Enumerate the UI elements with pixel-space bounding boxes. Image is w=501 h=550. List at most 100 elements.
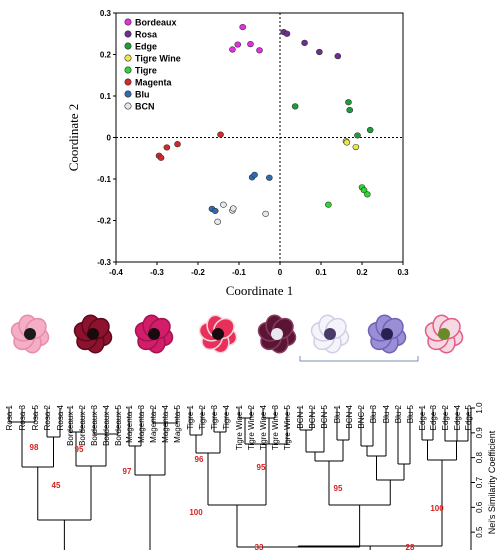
legend-marker bbox=[124, 18, 132, 26]
y-tick-label: 0.2 bbox=[100, 51, 112, 60]
legend-label: Rosa bbox=[135, 30, 158, 40]
data-point bbox=[217, 131, 224, 138]
bootstrap-label: 33 bbox=[255, 543, 264, 550]
data-point bbox=[214, 218, 221, 225]
data-point bbox=[229, 205, 237, 212]
y-axis-label: Coordinate 2 bbox=[66, 104, 81, 172]
legend-marker bbox=[124, 42, 132, 50]
flower-center bbox=[87, 328, 99, 340]
x-tick-label: -0.2 bbox=[191, 268, 205, 277]
flower-center bbox=[324, 328, 336, 340]
data-point bbox=[251, 171, 258, 178]
data-point bbox=[283, 30, 291, 37]
edge-flower bbox=[424, 314, 464, 354]
x-axis-label: Coordinate 1 bbox=[226, 283, 294, 298]
data-point bbox=[157, 154, 165, 161]
legend-label: BCN bbox=[135, 102, 155, 112]
scale-tick-label: 0.9 bbox=[475, 427, 484, 439]
legend-marker bbox=[124, 90, 132, 98]
x-tick-label: 0.2 bbox=[356, 268, 368, 277]
bootstrap-label: 96 bbox=[195, 455, 204, 464]
x-tick-label: 0.1 bbox=[315, 268, 327, 277]
legend-label: Blu bbox=[135, 90, 150, 100]
y-tick-label: -0.3 bbox=[97, 258, 111, 267]
data-point bbox=[325, 201, 332, 208]
legend-label: Tigre Wine bbox=[135, 54, 181, 64]
leaf-label: Magenta 5 bbox=[173, 404, 182, 442]
legend-marker bbox=[124, 66, 132, 74]
leaf-label: Tigre Wine 3 bbox=[271, 404, 280, 450]
bcn-flower bbox=[310, 314, 350, 354]
tigre-flower bbox=[198, 314, 238, 354]
scale-tick-label: 0.5 bbox=[475, 526, 484, 538]
data-point bbox=[239, 24, 246, 31]
bootstrap-label: 100 bbox=[430, 504, 444, 513]
x-tick-label: 0.3 bbox=[397, 268, 409, 277]
y-tick-label: -0.1 bbox=[97, 175, 111, 184]
data-point bbox=[163, 144, 171, 151]
data-point bbox=[291, 103, 299, 110]
blu-flower bbox=[367, 314, 407, 354]
flower-center bbox=[271, 328, 283, 340]
leaf-label: Tigre Wine 1 bbox=[235, 404, 244, 450]
data-point bbox=[247, 41, 254, 48]
x-tick-label: 0 bbox=[278, 268, 283, 277]
bootstrap-label: 98 bbox=[30, 443, 39, 452]
y-tick-label: 0.1 bbox=[100, 92, 112, 101]
flower-center bbox=[381, 328, 393, 340]
scale-tick-label: 1.0 bbox=[475, 402, 484, 414]
data-point bbox=[345, 99, 352, 106]
legend-marker bbox=[124, 102, 132, 110]
data-point bbox=[343, 139, 351, 146]
leaf-label: Tigre Wine 4 bbox=[259, 404, 268, 450]
y-tick-label: 0.3 bbox=[100, 9, 112, 18]
legend-label: Edge bbox=[135, 42, 157, 52]
magenta-flower bbox=[134, 314, 174, 354]
legend-label: Tigre bbox=[135, 66, 157, 76]
data-point bbox=[229, 46, 236, 53]
data-point bbox=[266, 174, 273, 181]
rosa-flower bbox=[10, 314, 50, 354]
y-tick-label: 0 bbox=[107, 134, 112, 143]
data-point bbox=[211, 207, 219, 215]
pcoa-scatter-plot: -0.4 -0.3 -0.2 -0.1 0 0.1 0.2 0.3 0.3 0.2 0.1 0 -0.1… bbox=[66, 9, 409, 298]
leaf-label: Tigre Wine 2 bbox=[247, 404, 256, 450]
data-point bbox=[354, 132, 361, 139]
bootstrap-label: 28 bbox=[406, 543, 415, 550]
data-point bbox=[256, 47, 263, 54]
legend-marker bbox=[124, 78, 132, 86]
data-point bbox=[352, 143, 360, 151]
scale-tick-label: 0.6 bbox=[475, 501, 484, 513]
bordeaux-flower bbox=[73, 314, 113, 354]
bootstrap-label: 95 bbox=[334, 484, 343, 493]
bcn-blu-bracket bbox=[299, 356, 419, 362]
data-point bbox=[174, 141, 181, 148]
bootstrap-label: 95 bbox=[75, 445, 84, 454]
bootstrap-label: 95 bbox=[257, 463, 266, 472]
bootstrap-label: 100 bbox=[189, 508, 203, 517]
data-point bbox=[301, 39, 308, 46]
flower-center bbox=[212, 328, 224, 340]
y-tick-label: -0.2 bbox=[97, 217, 111, 226]
leaf-label: Magenta 2 bbox=[149, 404, 158, 442]
x-tick-label: -0.1 bbox=[232, 268, 246, 277]
flower-center bbox=[148, 328, 160, 340]
data-point bbox=[364, 191, 371, 198]
legend-label: Bordeaux bbox=[135, 18, 177, 28]
legend-marker bbox=[124, 54, 132, 62]
scale-tick-label: 0.8 bbox=[475, 452, 484, 464]
flower-center bbox=[24, 328, 36, 340]
scale-tick-label: 0.7 bbox=[475, 476, 484, 488]
bootstrap-label: 45 bbox=[52, 481, 61, 490]
data-point bbox=[316, 48, 323, 56]
data-point bbox=[262, 210, 269, 217]
data-point bbox=[366, 126, 374, 134]
legend-marker bbox=[124, 30, 132, 38]
data-point bbox=[234, 41, 242, 48]
x-tick-label: -0.4 bbox=[109, 268, 123, 277]
tigre-wine-flower bbox=[257, 314, 297, 354]
data-point bbox=[334, 53, 342, 60]
data-point bbox=[220, 201, 227, 208]
bootstrap-label: 97 bbox=[123, 467, 132, 476]
